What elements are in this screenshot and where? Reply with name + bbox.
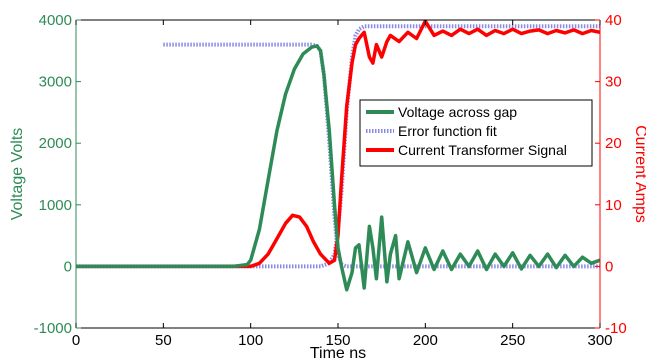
x-tick-label: 200 [413,332,438,349]
y-right-tick-label: 40 [605,12,622,29]
y-right-tick-label: -10 [605,320,627,337]
series-line-0 [76,44,601,292]
legend-label-voltage: Voltage across gap [398,104,517,120]
x-tick-label: 0 [72,332,80,349]
y-left-tick-label: 3000 [39,74,72,91]
y-left-tick-label: 2000 [39,135,72,152]
y-left-tick-label: 0 [64,258,72,275]
plot-background [76,20,600,328]
legend-label-current: Current Transformer Signal [398,142,567,158]
legend: Voltage across gap Error function fit Cu… [359,99,593,167]
x-tick-label: 150 [325,332,350,349]
axes-layer: 0 50 100 150 200 250 300-100001000200030004000… [34,12,627,349]
legend-box [359,99,593,167]
x-tick-label: 300 [587,332,612,349]
y-left-tick-label: 4000 [39,12,72,29]
x-axis-label: Time ns [310,345,366,360]
y-left-tick-label: 1000 [39,197,72,214]
x-tick-label: 50 [155,332,172,349]
y-right-tick-label: 20 [605,135,622,152]
y-axis-left-label: Voltage Volts [9,128,26,221]
y-right-tick-label: 10 [605,197,622,214]
y-axis-right-label: Current Amps [632,125,646,223]
x-tick-label: 100 [238,332,263,349]
series-layer [76,19,601,292]
y-right-tick-label: 30 [605,74,622,91]
y-right-tick-label: 0 [605,258,613,275]
y-left-tick-label: -1000 [34,320,72,337]
x-tick-label: 250 [500,332,525,349]
series-line-3 [76,19,601,269]
legend-label-fit: Error function fit [398,123,497,139]
